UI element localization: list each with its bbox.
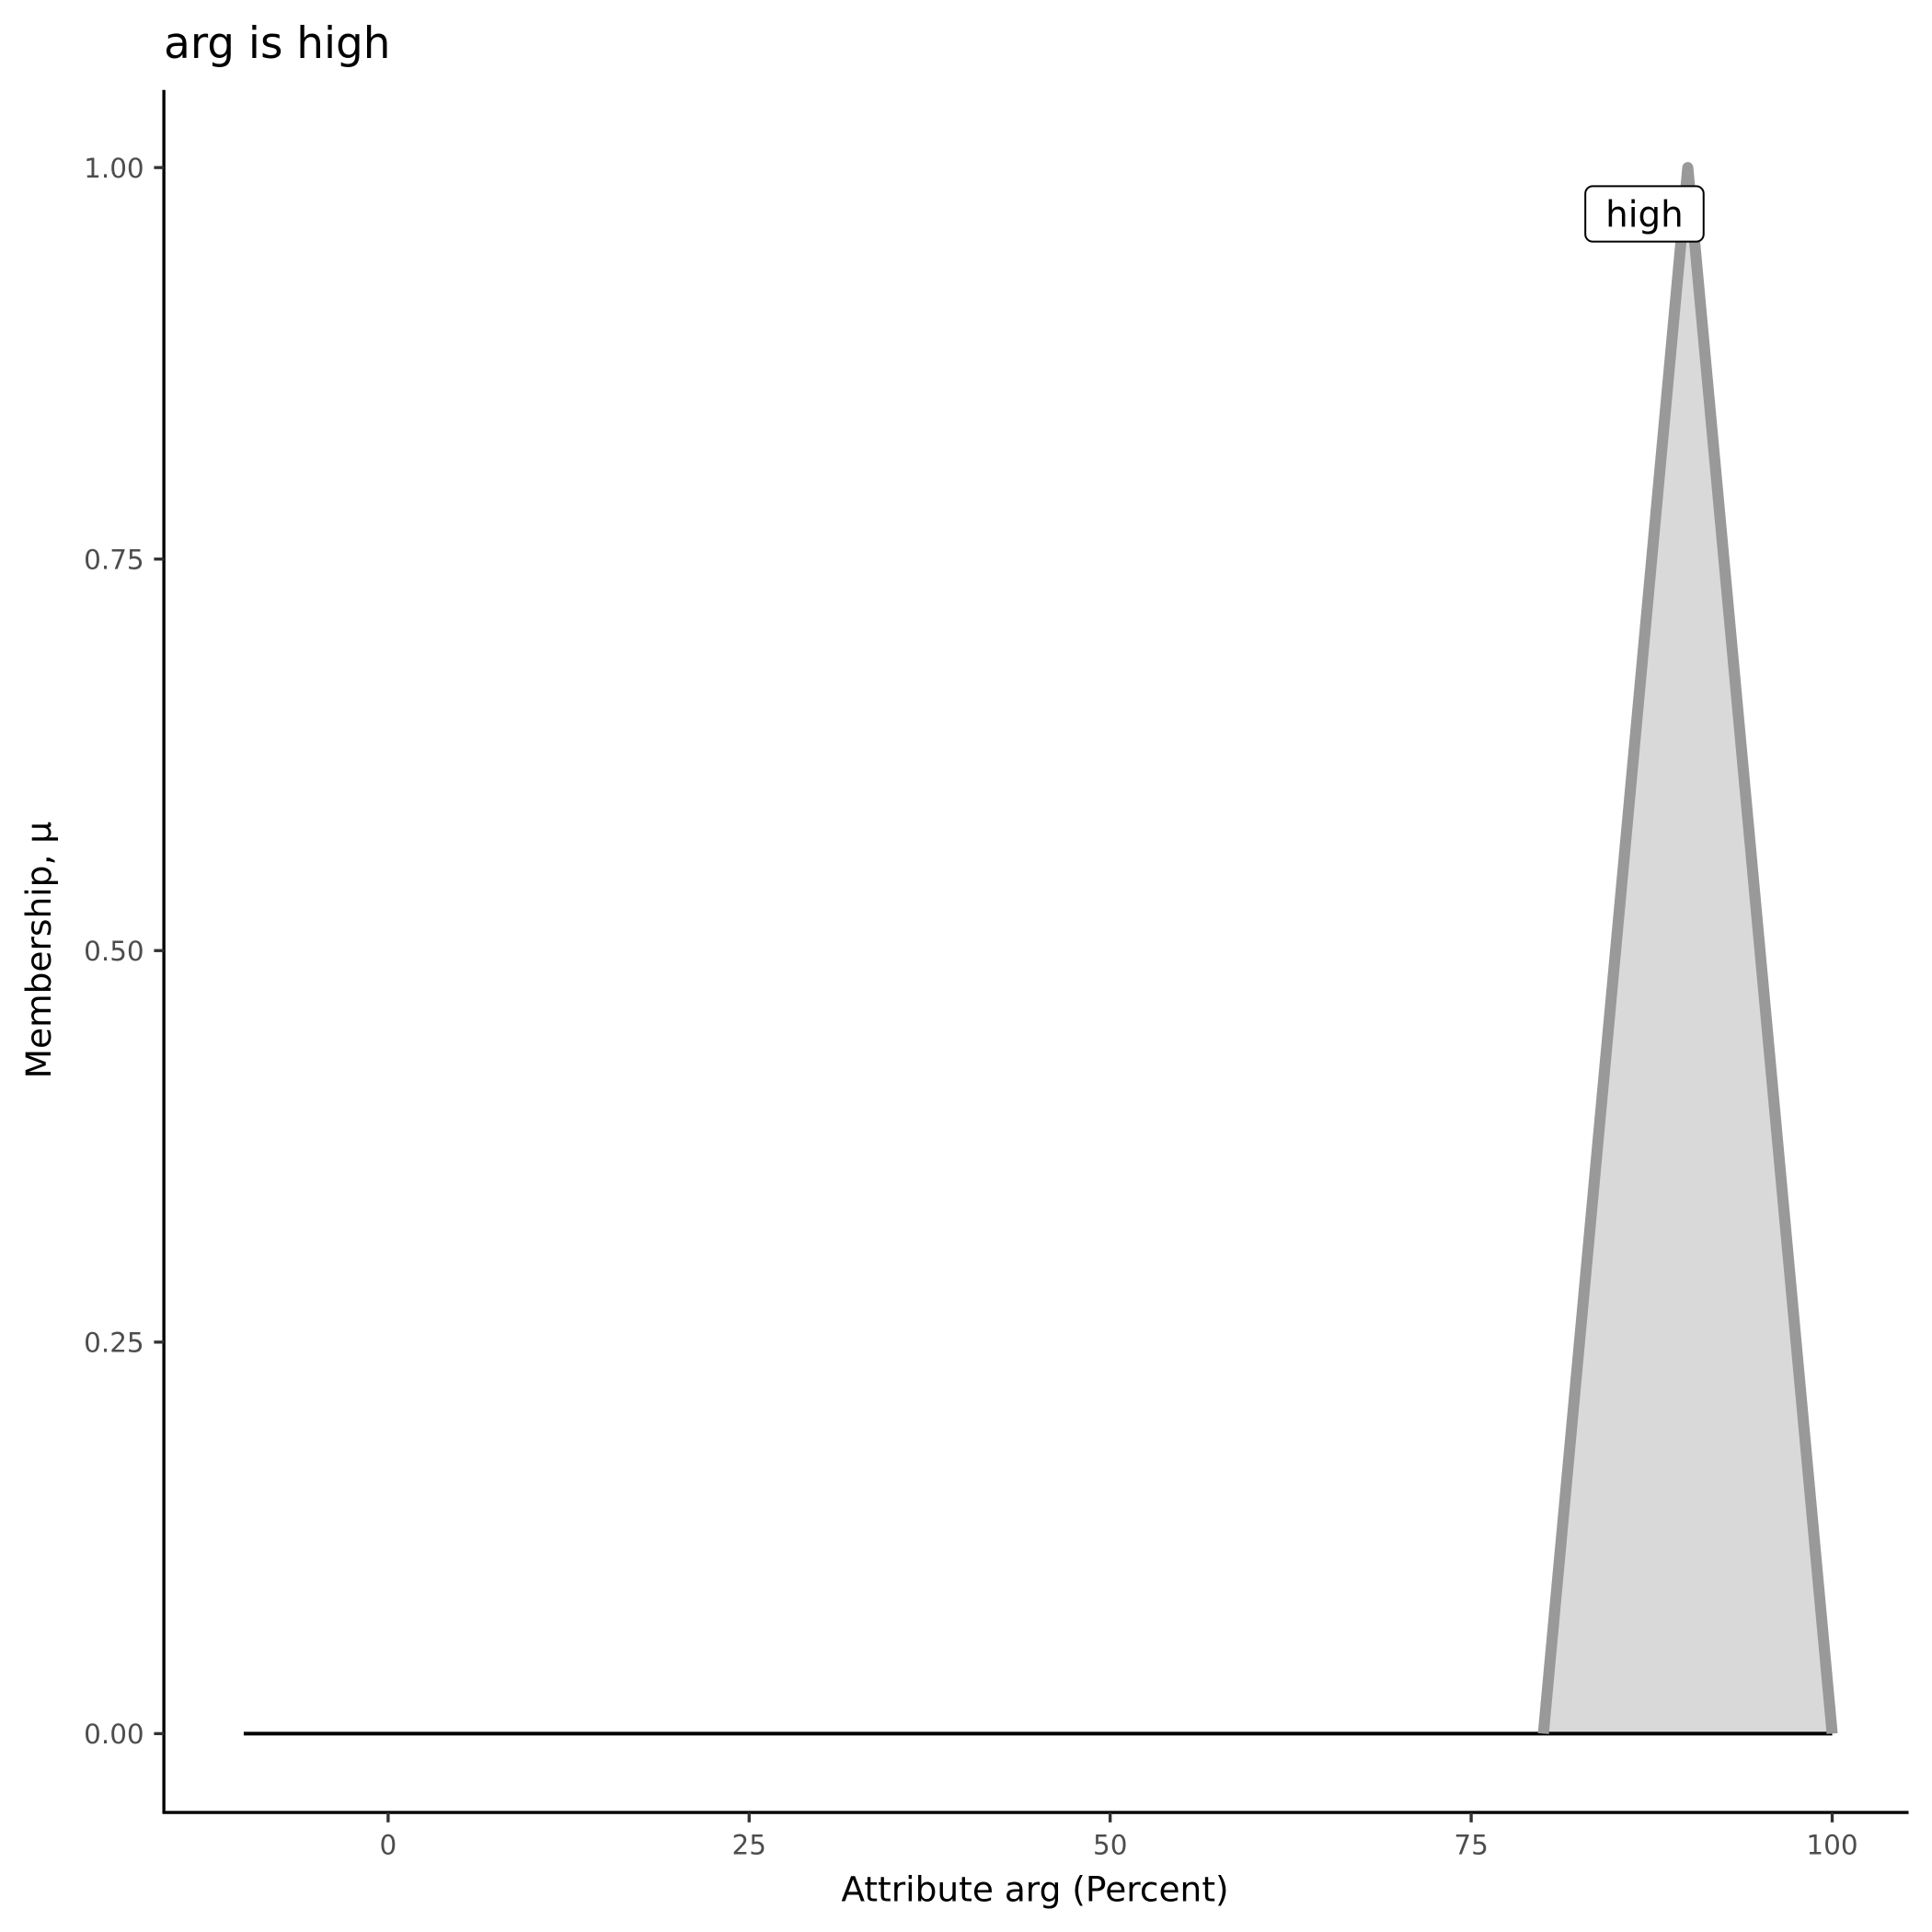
y-tick-label: 1.00 xyxy=(84,153,144,184)
x-tick-label: 75 xyxy=(1454,1830,1488,1861)
y-tick-label: 0.75 xyxy=(84,544,144,575)
series-label: high xyxy=(1605,195,1684,236)
series-line-high xyxy=(1537,162,1838,1734)
label-box xyxy=(1584,185,1705,243)
x-tick-label: 25 xyxy=(732,1830,766,1861)
y-tick-label: 0.25 xyxy=(84,1328,144,1359)
series-fill-high xyxy=(1543,167,1833,1734)
plot-area: high xyxy=(243,162,1838,1736)
x-tick-label: 50 xyxy=(1093,1830,1127,1861)
y-axis-title: Membership, μ xyxy=(18,822,59,1078)
x-tick-label: 0 xyxy=(380,1830,397,1861)
x-axis-title: Attribute arg (Percent) xyxy=(841,1869,1228,1910)
axes: 0 25 50 75 100 0.00 0.25 0.50 0.75 1.00 xyxy=(84,89,1909,1861)
y-tick-label: 0.50 xyxy=(84,936,144,967)
y-tick-label: 0.00 xyxy=(84,1719,144,1750)
x-tick-label: 100 xyxy=(1806,1830,1857,1861)
chart-title: arg is high xyxy=(164,18,390,69)
